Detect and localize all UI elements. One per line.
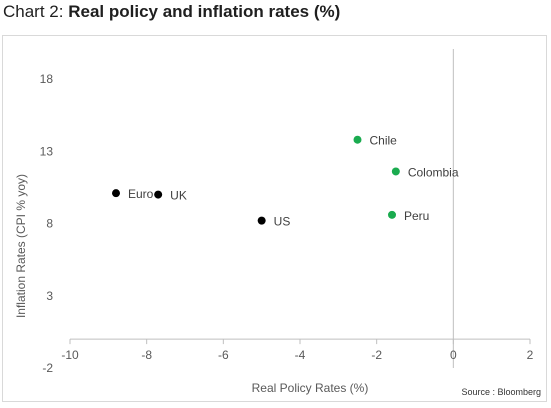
point-marker xyxy=(391,167,400,176)
x-tick-label: -6 xyxy=(218,348,229,362)
y-tick-label: 8 xyxy=(46,217,53,231)
tick-labels: -10 -8 -6 -4 -2 0 2 -2 3 8 13 18 xyxy=(40,72,534,375)
point-label: US xyxy=(274,215,291,229)
y-tick-label: 18 xyxy=(40,72,54,86)
y-axis-label: Inflation Rates (CPI % yoy) xyxy=(14,174,28,318)
data-points: Euro UK US Chile Colombia Peru xyxy=(112,134,459,229)
x-tick-label: -8 xyxy=(141,348,152,362)
data-point: Peru xyxy=(388,209,429,223)
point-label: Colombia xyxy=(408,165,459,179)
x-tick-label: -2 xyxy=(371,348,382,362)
point-marker xyxy=(154,190,163,199)
point-label: Chile xyxy=(370,134,398,148)
data-point: Chile xyxy=(353,134,398,148)
y-tick-label: 3 xyxy=(46,289,53,303)
source-note: Source : Bloomberg xyxy=(461,387,541,397)
point-marker xyxy=(257,216,266,225)
chart-title: Chart 2: Real policy and inflation rates… xyxy=(3,2,340,22)
x-tick-label: -4 xyxy=(295,348,306,362)
chart-frame xyxy=(2,35,547,402)
point-marker xyxy=(353,135,362,144)
data-point: Euro xyxy=(112,187,154,201)
data-point: UK xyxy=(154,189,187,203)
point-label: Euro xyxy=(128,187,154,201)
x-tick-label: -10 xyxy=(61,348,79,362)
axes xyxy=(69,49,531,368)
y-tick-label: 13 xyxy=(40,144,54,158)
point-label: Peru xyxy=(404,209,429,223)
chart-title-main: Real policy and inflation rates (%) xyxy=(68,2,341,21)
y-tick-label: -2 xyxy=(42,361,53,375)
point-marker xyxy=(112,189,120,198)
x-tick-label: 0 xyxy=(450,348,457,362)
x-axis-label: Real Policy Rates (%) xyxy=(252,381,369,395)
data-point: Colombia xyxy=(391,165,459,179)
point-label: UK xyxy=(170,189,187,203)
data-point: US xyxy=(257,215,291,229)
chart-title-prefix: Chart 2: xyxy=(3,2,64,21)
point-marker xyxy=(388,210,396,219)
x-tick-label: 2 xyxy=(527,348,534,362)
